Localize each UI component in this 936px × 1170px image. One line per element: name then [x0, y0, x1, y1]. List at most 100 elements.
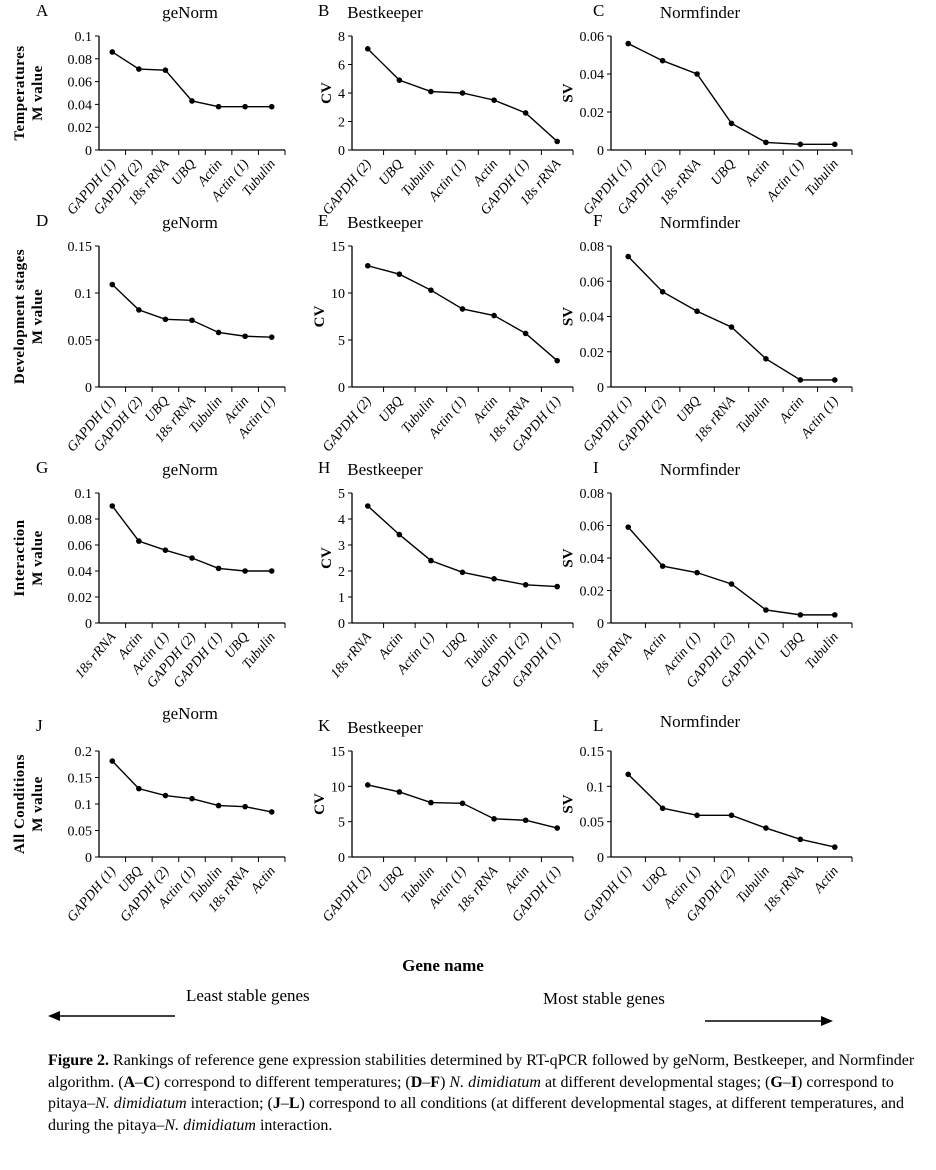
- y-tick-label: 0: [338, 381, 345, 396]
- y-tick-label: 0: [85, 144, 92, 159]
- panel-letter: L: [593, 716, 603, 735]
- caption-segment: interaction; (: [186, 1095, 273, 1112]
- caption-segment: A: [123, 1073, 136, 1091]
- y-axis-label: CV: [312, 306, 328, 328]
- chart-title: geNorm: [162, 704, 218, 723]
- x-tick-label: Tubulin: [803, 630, 842, 672]
- row-label: Temperatures: [12, 45, 28, 140]
- data-point: [215, 565, 222, 572]
- y-tick-label: 0: [597, 381, 604, 396]
- gene-name-axis-label: Gene name: [402, 956, 484, 975]
- data-point: [242, 103, 248, 110]
- caption-segment: N. dimidiatum: [164, 1116, 256, 1134]
- data-point: [364, 262, 371, 269]
- data-point: [797, 377, 804, 383]
- series-line: [627, 42, 835, 146]
- data-point: [189, 555, 195, 561]
- y-tick-label: 0.15: [68, 772, 93, 787]
- y-tick-label: 0.02: [580, 346, 605, 361]
- y-tick-label: 5: [338, 487, 345, 502]
- y-tick-label: 8: [338, 30, 345, 45]
- data-point: [162, 547, 169, 553]
- y-tick-label: 0.04: [580, 311, 605, 326]
- data-point: [136, 785, 142, 792]
- data-point: [215, 802, 222, 809]
- data-point: [831, 141, 838, 148]
- data-point: [763, 139, 769, 146]
- data-point: [215, 103, 222, 110]
- y-tick-label: 0.1: [75, 798, 93, 813]
- data-point: [242, 803, 248, 810]
- caption-segment: ) correspond to pitaya–: [48, 1073, 894, 1113]
- caption-segment: –: [782, 1073, 791, 1091]
- x-tick-label: 18s rRNA: [328, 630, 375, 682]
- x-tick-label: Actin: [742, 157, 773, 190]
- chart-title: Bestkeeper: [347, 213, 423, 232]
- y-tick-label: 1: [338, 591, 345, 606]
- x-tick-label: GAPDH (2): [320, 394, 375, 455]
- x-tick-label: UBQ: [640, 864, 670, 896]
- x-tick-label: UBQ: [376, 394, 406, 426]
- data-point: [625, 253, 632, 260]
- y-tick-label: 4: [338, 513, 345, 528]
- data-point: [694, 308, 700, 315]
- data-point: [136, 66, 142, 72]
- y-tick-label: 0.05: [68, 825, 93, 840]
- caption-segment: ): [440, 1073, 450, 1091]
- data-point: [459, 306, 466, 312]
- data-point: [459, 569, 466, 576]
- x-tick-label: Actin: [248, 864, 279, 897]
- y-tick-label: 0: [85, 381, 92, 396]
- data-point: [428, 88, 434, 95]
- y-tick-label: 0.1: [75, 287, 93, 302]
- x-tick-label: Actin (1): [798, 394, 842, 442]
- caption-segment: N. dimidiatum: [95, 1095, 187, 1112]
- y-tick-label: 0.08: [580, 487, 605, 502]
- x-tick-label: UBQ: [674, 394, 704, 426]
- x-tick-label: UBQ: [169, 157, 199, 189]
- chart-title: Normfinder: [660, 3, 741, 22]
- y-tick-label: 10: [331, 287, 345, 302]
- data-point: [268, 809, 275, 815]
- data-point: [428, 287, 434, 293]
- y-tick-label: 0.06: [580, 275, 605, 290]
- y-tick-label: 0.08: [68, 53, 93, 68]
- y-tick-label: 4: [338, 87, 345, 102]
- y-axis-label: M value: [30, 776, 46, 832]
- series-line: [367, 784, 558, 829]
- y-tick-label: 0.02: [580, 106, 605, 121]
- y-tick-label: 5: [338, 816, 345, 831]
- caption-segment: N. dimidiatum: [449, 1073, 541, 1091]
- y-tick-label: 10: [331, 780, 345, 795]
- x-tick-label: UBQ: [376, 157, 406, 189]
- y-tick-label: 0.02: [68, 121, 93, 136]
- data-point: [625, 40, 632, 47]
- series-line: [111, 284, 272, 338]
- panel-letter: A: [36, 1, 49, 20]
- y-tick-label: 0.06: [580, 30, 605, 45]
- panel-letter: B: [318, 1, 329, 20]
- data-point: [554, 138, 561, 145]
- data-point: [797, 836, 804, 843]
- data-point: [215, 329, 222, 336]
- data-point: [659, 805, 666, 812]
- caption-segment: I: [790, 1073, 798, 1091]
- data-point: [109, 758, 116, 764]
- data-point: [109, 503, 116, 509]
- panel-letter: G: [36, 458, 48, 477]
- panel-letter: I: [593, 458, 599, 477]
- right-arrow-icon: [705, 1016, 833, 1026]
- panel-letter: H: [318, 458, 330, 477]
- y-tick-label: 0: [597, 144, 604, 159]
- data-point: [522, 110, 529, 116]
- caption-segment: Rankings of reference gene expression st…: [48, 1052, 915, 1091]
- x-tick-label: Actin: [776, 394, 807, 427]
- x-tick-label: 18s rRNA: [589, 630, 636, 682]
- x-tick-label: GAPDH (2): [320, 157, 375, 218]
- caption-segment: ) correspond to all conditions (at diffe…: [48, 1095, 905, 1134]
- y-axis-label: M value: [30, 65, 46, 121]
- least-stable-label: Least stable genes: [186, 986, 310, 1005]
